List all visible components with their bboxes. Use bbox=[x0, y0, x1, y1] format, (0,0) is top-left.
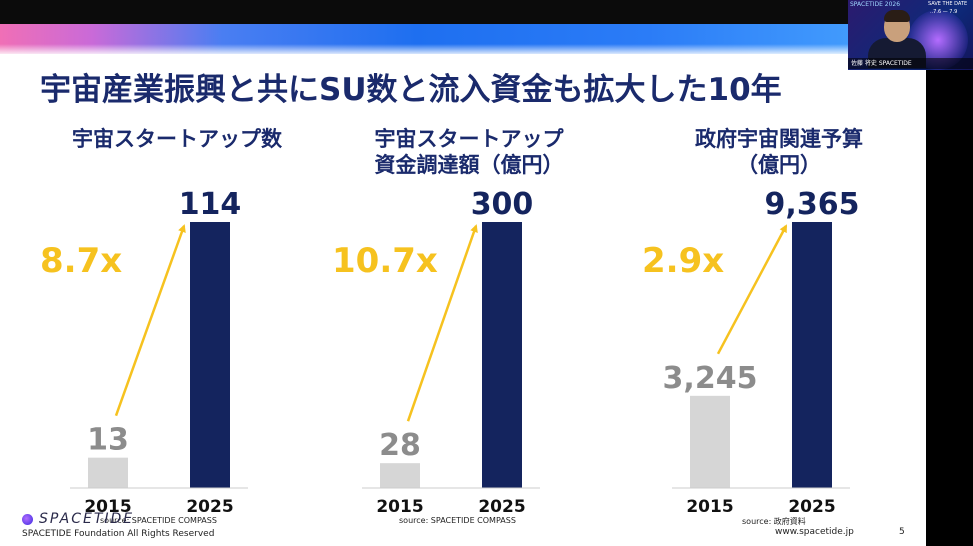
bar-2025 bbox=[792, 222, 832, 488]
growth-multiplier-label: 2.9x bbox=[642, 241, 724, 281]
bar-2025 bbox=[482, 222, 522, 488]
video-event-dates: ..7.6 — 7.9 bbox=[930, 9, 958, 15]
header-fade bbox=[0, 44, 926, 56]
category-label-2015: 2015 bbox=[84, 497, 131, 517]
speaker-hair bbox=[884, 10, 910, 22]
growth-multiplier-label: 10.7x bbox=[332, 241, 438, 281]
growth-multiplier-label: 8.7x bbox=[40, 241, 122, 281]
value-label-2015: 3,245 bbox=[663, 361, 758, 396]
chart-svg-funding: 28 2015 300 2025 10.7x bbox=[332, 187, 540, 517]
bar-2025 bbox=[190, 222, 230, 488]
speaker-name-tag: 佐藤 将史 SPACETIDE bbox=[848, 58, 973, 69]
growth-arrow bbox=[406, 224, 478, 422]
chart-panel-funding: 宇宙スタートアップ 資金調達額（億円） 28 2015 300 2025 10.7x bbox=[324, 118, 614, 518]
category-label-2025: 2025 bbox=[478, 497, 525, 517]
growth-arrow bbox=[716, 224, 788, 355]
category-label-2015: 2015 bbox=[686, 497, 733, 517]
value-label-2025: 300 bbox=[471, 187, 534, 222]
category-label-2015: 2015 bbox=[376, 497, 423, 517]
bar-2015 bbox=[690, 395, 730, 488]
website-url: www.spacetide.jp bbox=[775, 527, 854, 537]
slide-title: 宇宙産業振興と共にSU数と流入資金も拡大した10年 bbox=[40, 72, 782, 108]
bar-2015 bbox=[88, 457, 128, 488]
chart-title: 宇宙スタートアップ 資金調達額（億円） bbox=[374, 127, 564, 177]
value-label-2015: 13 bbox=[87, 423, 129, 458]
chart-panel-startup-count: 宇宙スタートアップ数 13 2015 114 2025 8.7x bbox=[32, 118, 322, 518]
top-bar bbox=[0, 0, 926, 24]
value-label-2025: 114 bbox=[179, 187, 242, 222]
growth-arrow bbox=[114, 224, 186, 417]
bar-2015 bbox=[380, 463, 420, 488]
logo-text: SPACETIDE bbox=[39, 511, 135, 527]
category-label-2025: 2025 bbox=[788, 497, 835, 517]
category-label-2025: 2025 bbox=[186, 497, 233, 517]
source-note: source: SPACETIDE COMPASS bbox=[399, 516, 516, 525]
video-save-the-date: SAVE THE DATE bbox=[928, 1, 968, 7]
slide: 宇宙産業振興と共にSU数と流入資金も拡大した10年 宇宙スタートアップ数 13 2… bbox=[0, 0, 926, 546]
spacetide-logo: SPACETIDE bbox=[22, 511, 134, 527]
source-note: source: SPACETIDE COMPASS bbox=[100, 516, 217, 525]
copyright: SPACETIDE Foundation All Rights Reserved bbox=[22, 529, 215, 539]
value-label-2015: 28 bbox=[379, 428, 421, 463]
chart-svg-startup-count: 13 2015 114 2025 8.7x bbox=[40, 187, 248, 517]
chart-title: 政府宇宙関連予算 （億円） bbox=[695, 127, 863, 177]
video-event-banner: SPACETIDE 2026 bbox=[850, 1, 901, 8]
page-number: 5 bbox=[899, 527, 905, 537]
chart-title: 宇宙スタートアップ数 bbox=[72, 127, 282, 151]
source-note: source: 政府資料 bbox=[742, 517, 806, 526]
chart-svg-government-budget: 3,245 2015 9,365 2025 2.9x bbox=[642, 187, 860, 517]
value-label-2025: 9,365 bbox=[765, 187, 860, 222]
speaker-video-thumbnail: SPACETIDE 2026 SAVE THE DATE ..7.6 — 7.9… bbox=[848, 0, 973, 70]
chart-panel-government-budget: 政府宇宙関連予算 （億円） 3,245 2015 9,365 2025 2.9x bbox=[634, 118, 924, 518]
logo-mark-icon bbox=[22, 513, 33, 525]
